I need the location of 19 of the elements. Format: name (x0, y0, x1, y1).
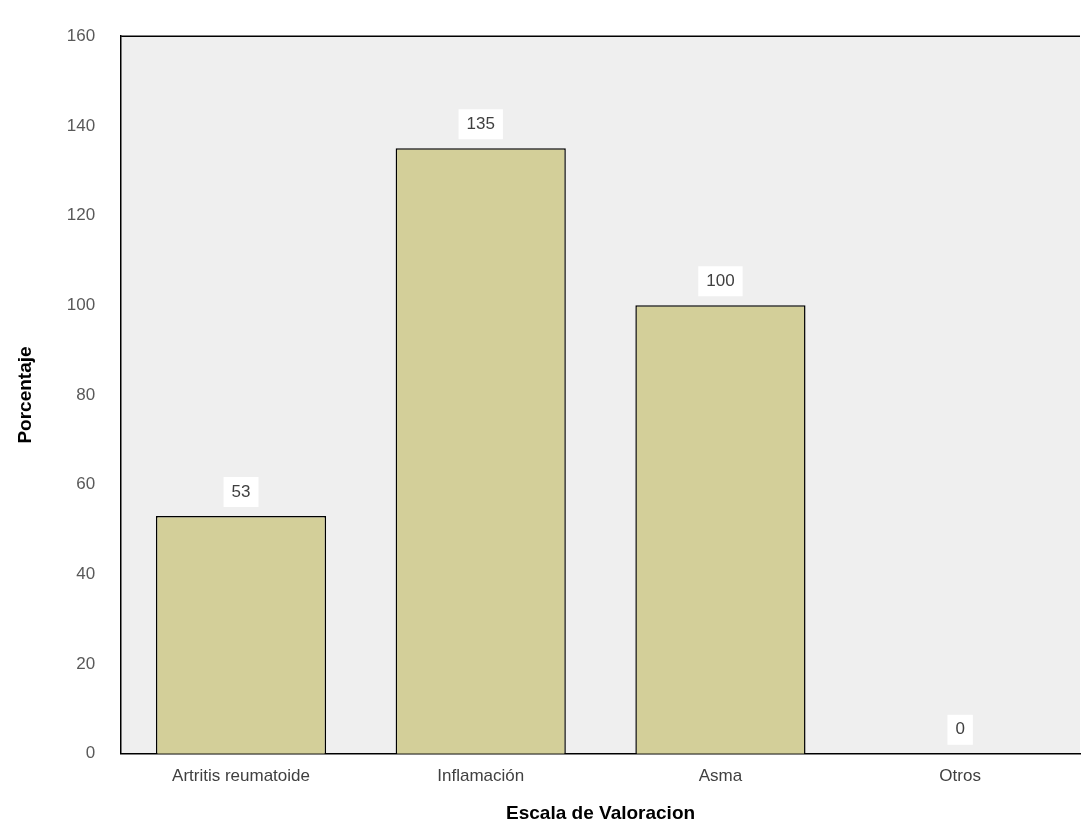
data-label: 135 (466, 114, 495, 134)
x-tick-label: Artritis reumatoide (172, 765, 310, 785)
y-tick-label: 0 (85, 743, 96, 763)
data-label: 100 (706, 270, 735, 290)
y-tick-label: 80 (76, 384, 96, 404)
data-label: 53 (231, 481, 251, 501)
y-tick-label: 160 (66, 25, 96, 45)
y-tick-label: 40 (76, 564, 96, 584)
y-tick-label: 100 (66, 294, 96, 314)
y-tick-label: 20 (76, 653, 96, 673)
y-tick-label: 120 (66, 205, 96, 225)
x-tick-label: Asma (698, 765, 743, 785)
x-tick-label: Otros (939, 765, 981, 785)
y-tick-label: 140 (66, 115, 96, 135)
y-tick-label: 60 (76, 474, 96, 494)
data-label: 0 (955, 719, 965, 739)
x-axis-title: Escala de Valoracion (506, 801, 696, 823)
x-tick-label: Inflamación (437, 765, 525, 785)
y-axis-title: Porcentaje (13, 346, 35, 444)
